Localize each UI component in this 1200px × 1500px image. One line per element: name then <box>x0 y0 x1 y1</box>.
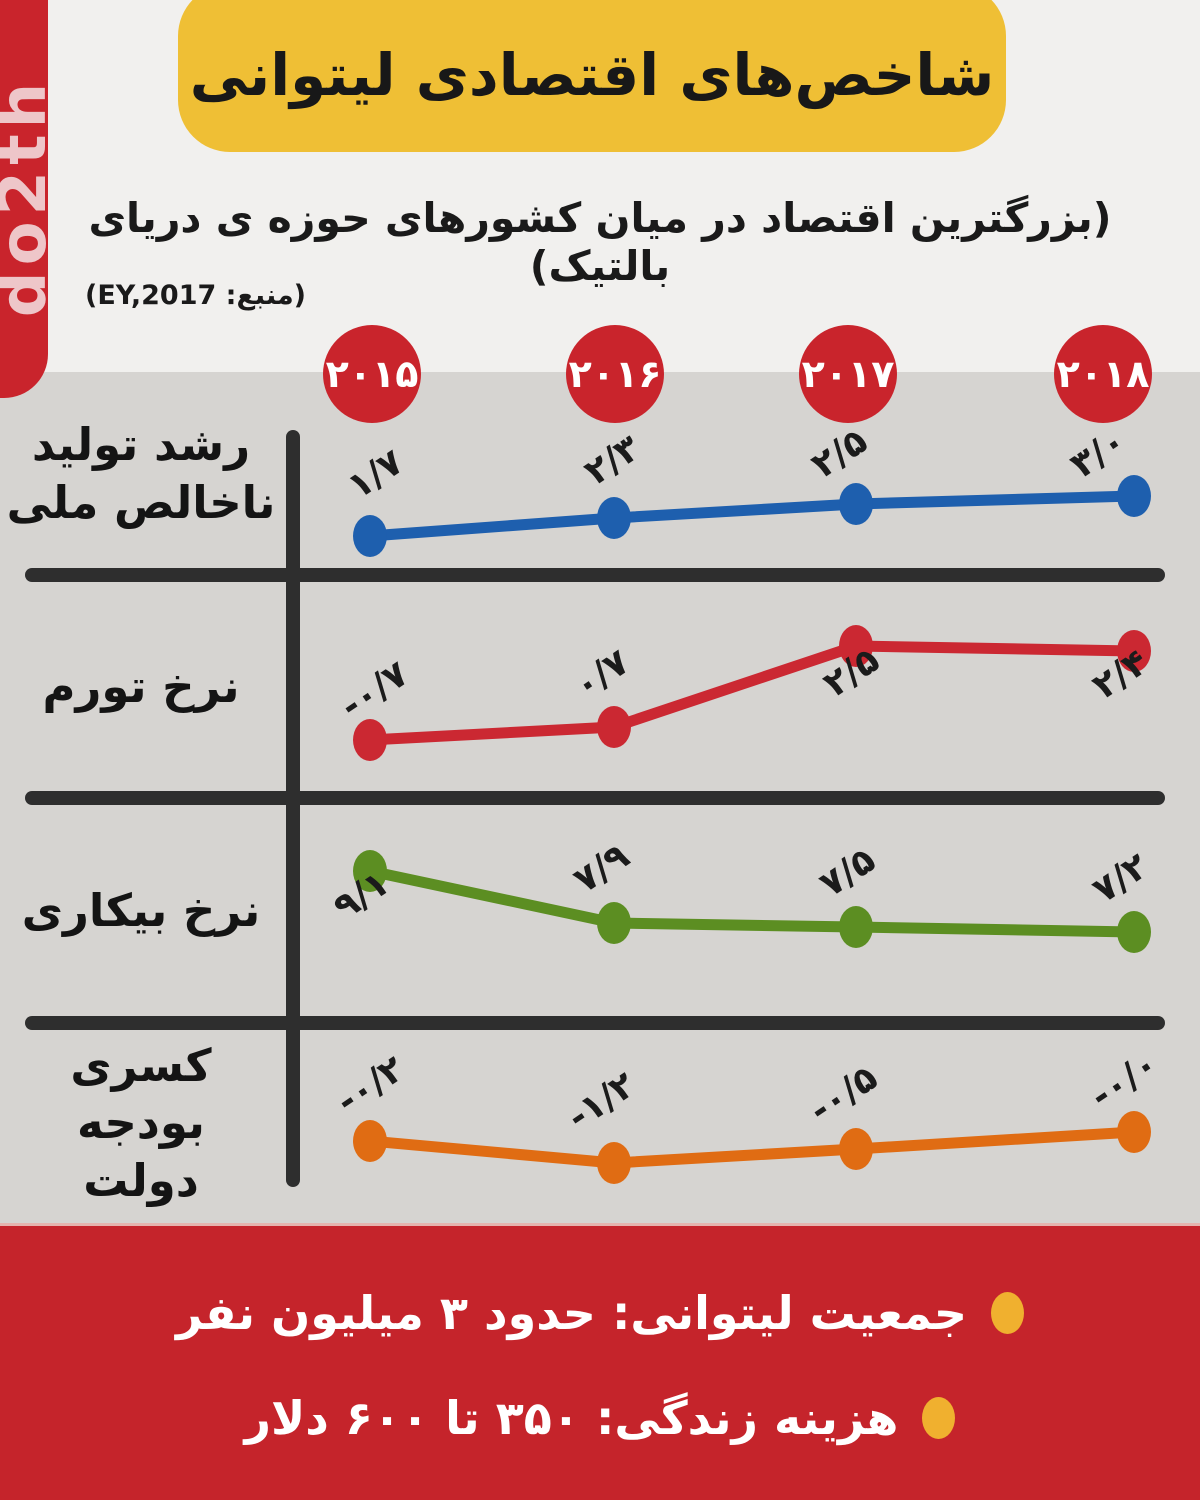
title-banner: شاخص‌های اقتصادی لیتوانی <box>178 0 1006 152</box>
year-bubble-2017: ۲۰۱۷ <box>799 325 897 423</box>
row-label-gdp-growth: رشد تولید ناخالص ملی <box>0 372 282 575</box>
footer-text-cost-of-living: هزینه زندگی: ۳۵۰ تا ۶۰۰ دلار <box>244 1391 899 1445</box>
year-bubble-2016: ۲۰۱۶ <box>566 325 664 423</box>
page-subtitle: (بزرگترین اقتصاد در میان کشورهای حوزه ی … <box>88 194 1112 290</box>
row-label-unemployment: نرخ بیکاری <box>0 798 282 1023</box>
footer-item-population: جمعیت لیتوانی: حدود ۳ میلیون نفر <box>0 1286 1200 1340</box>
bullet-icon <box>922 1397 956 1439</box>
year-bubble-2015: ۲۰۱۵ <box>323 325 421 423</box>
row-label-budget-deficit: کسری بودجه دولت <box>0 1023 282 1223</box>
footer-item-cost-of-living: هزینه زندگی: ۳۵۰ تا ۶۰۰ دلار <box>0 1391 1200 1445</box>
row-label-line: نرخ بیکاری <box>21 883 261 937</box>
row-label-line: نرخ تورم <box>42 659 240 713</box>
footer-banner: جمعیت لیتوانی: حدود ۳ میلیون نفر هزینه ز… <box>0 1223 1200 1500</box>
source-note: (منبع: EY,2017) <box>85 280 307 311</box>
row-label-line: دولت <box>83 1153 199 1207</box>
row-label-line: ناخالص ملی <box>6 475 276 529</box>
page-title: شاخص‌های اقتصادی لیتوانی <box>189 41 995 109</box>
year-bubble-2018: ۲۰۱۸ <box>1054 325 1152 423</box>
row-separator-3 <box>25 1016 1165 1030</box>
footer-text-population: جمعیت لیتوانی: حدود ۳ میلیون نفر <box>175 1286 968 1340</box>
row-separator-1 <box>25 568 1165 582</box>
bullet-icon <box>991 1292 1025 1334</box>
row-label-line: کسری بودجه <box>70 1038 212 1150</box>
row-label-inflation: نرخ تورم <box>0 575 282 798</box>
vertical-axis-line <box>286 430 300 1187</box>
row-separator-2 <box>25 791 1165 805</box>
watermark-strip: do2th <box>0 0 48 398</box>
row-label-line: رشد تولید <box>31 417 251 471</box>
